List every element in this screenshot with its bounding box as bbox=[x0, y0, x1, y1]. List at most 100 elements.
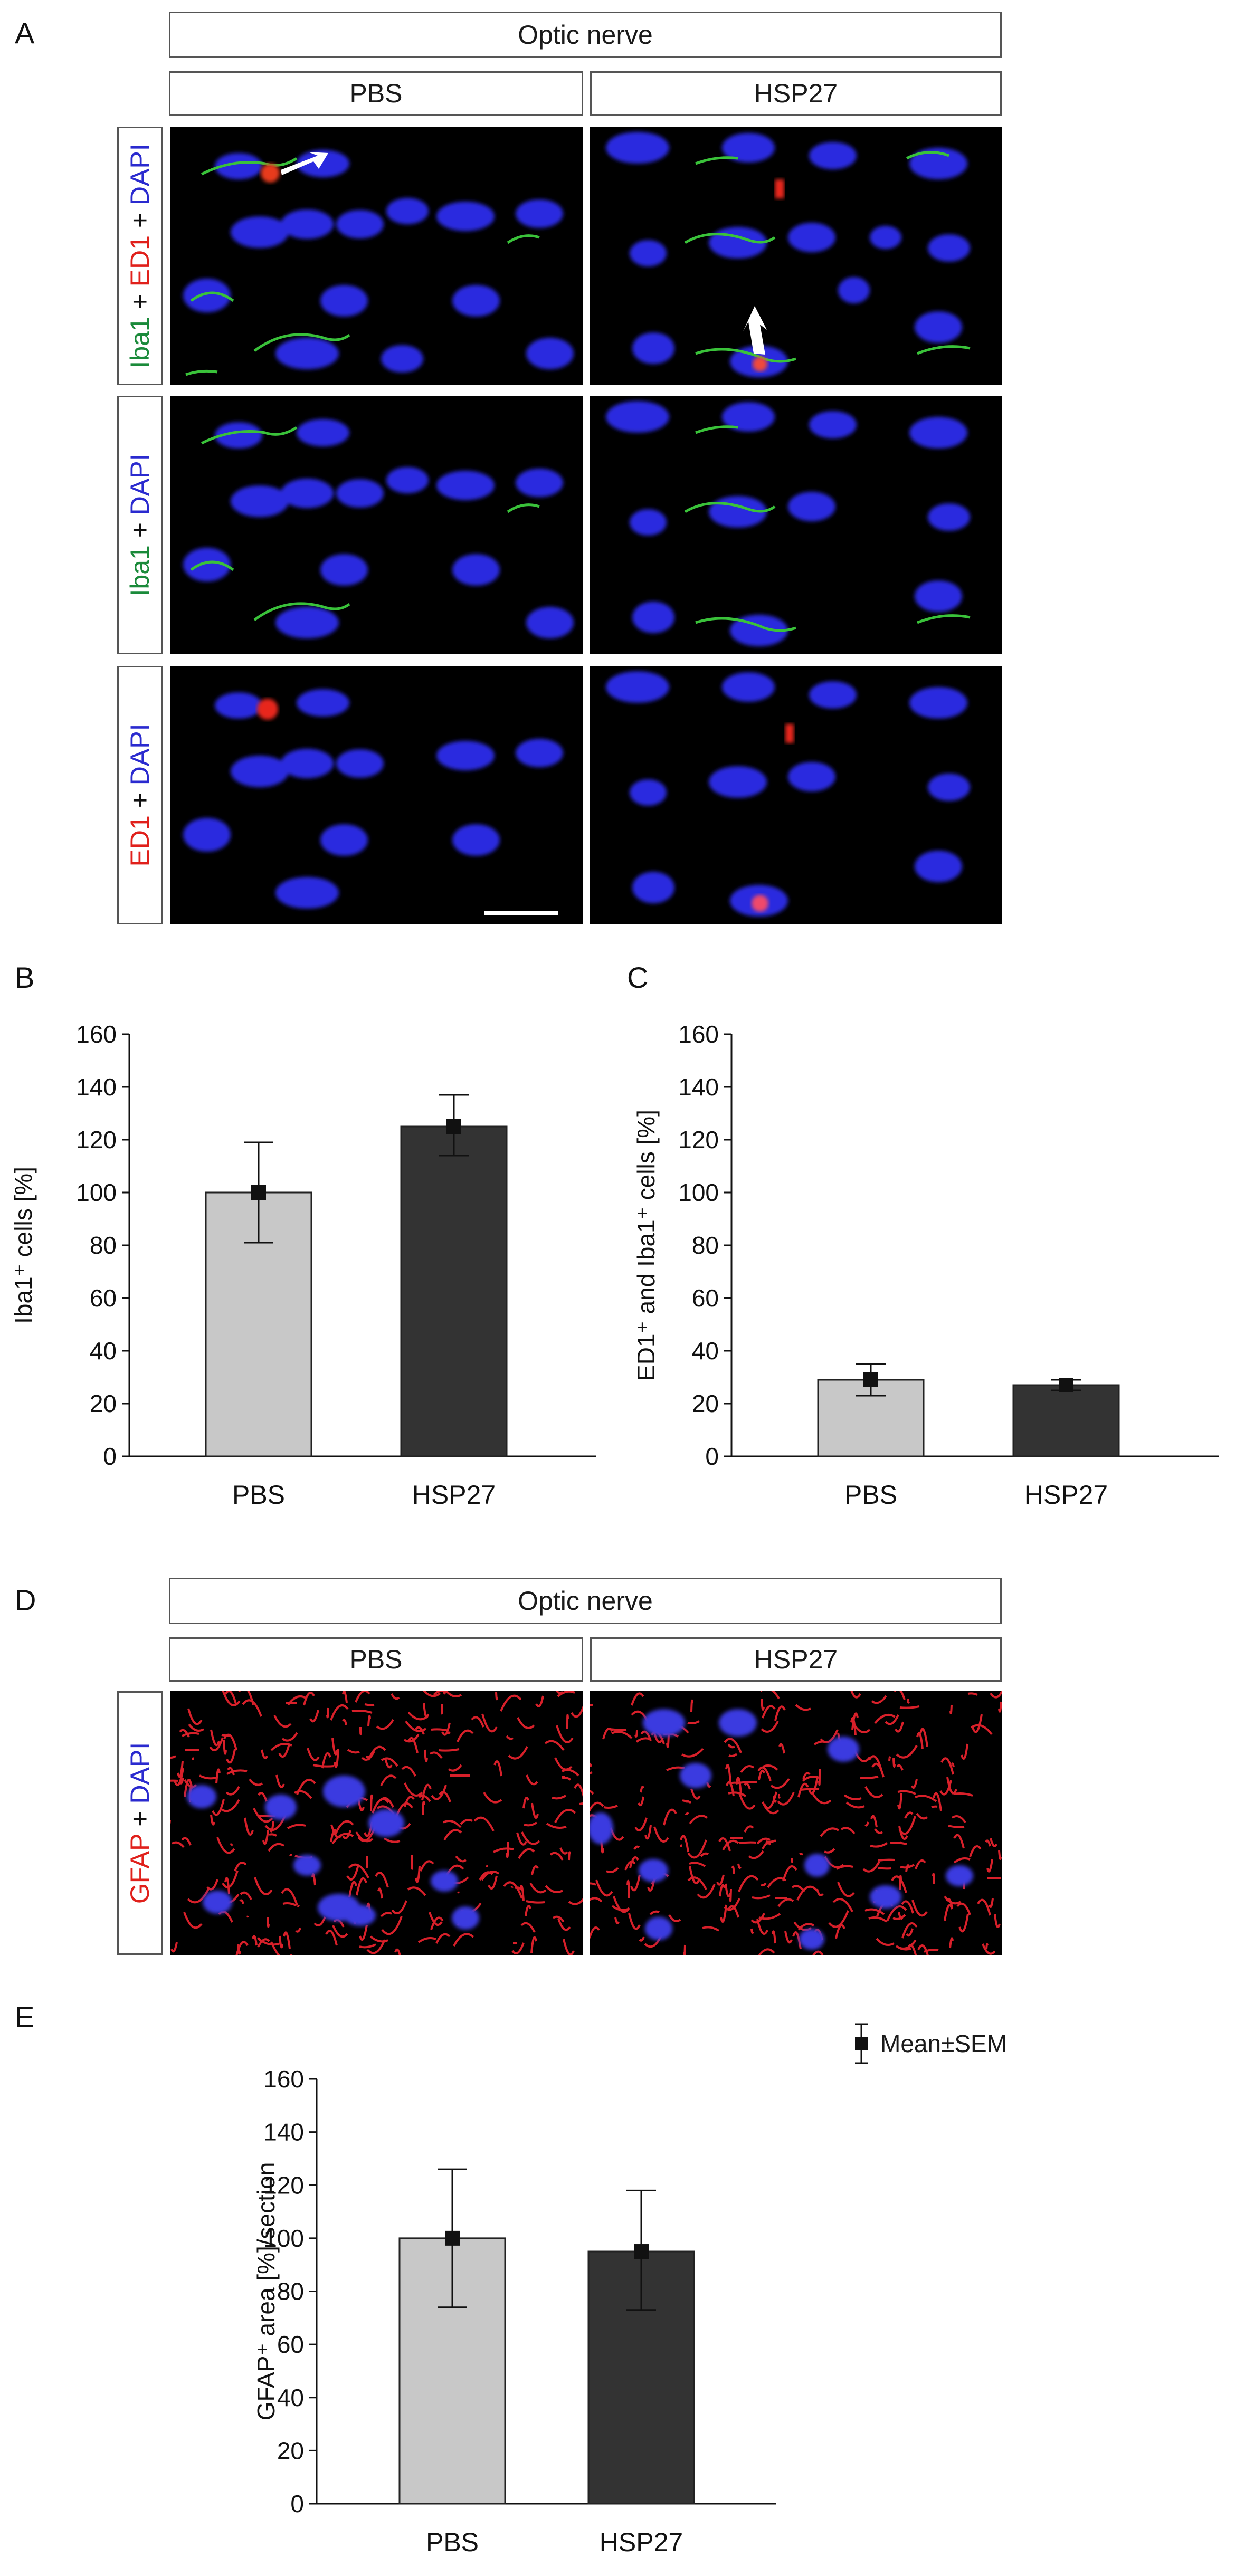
nucleus bbox=[187, 1785, 216, 1808]
y-tick-label: 60 bbox=[277, 2331, 304, 2358]
gfap-fiber bbox=[845, 1801, 865, 1809]
gfap-fiber bbox=[524, 1821, 538, 1827]
label-ed1: ED1 bbox=[125, 815, 155, 867]
gfap-fiber bbox=[750, 1913, 765, 1924]
panel-letter-e: E bbox=[15, 2000, 35, 2034]
row-label-iba1-dapi: Iba1 + DAPI bbox=[117, 396, 163, 654]
gfap-fiber bbox=[249, 1778, 263, 1786]
gfap-fiber bbox=[554, 1809, 576, 1823]
gfap-fiber bbox=[262, 1830, 269, 1845]
gfap-fiber bbox=[653, 1826, 669, 1843]
panel-d-column-hsp27: HSP27 bbox=[590, 1637, 1002, 1682]
micrograph-hsp27-merge-art bbox=[606, 132, 971, 377]
gfap-fiber bbox=[985, 1839, 991, 1847]
chart-c: 0 20 40 60 80 100 120 140 160 ED1⁺ and Iba1⁺ cell… bbox=[623, 981, 1245, 1562]
y-tick-label: 100 bbox=[678, 1179, 719, 1206]
gfap-fiber bbox=[424, 1749, 428, 1762]
gfap-fiber bbox=[281, 1732, 298, 1742]
nucleus bbox=[828, 1737, 859, 1762]
gfap-fiber bbox=[326, 1707, 329, 1719]
gfap-fiber bbox=[574, 1783, 583, 1799]
gfap-fiber bbox=[917, 1944, 929, 1955]
gfap-fiber bbox=[899, 1705, 920, 1709]
gfap-fiber bbox=[206, 1879, 218, 1891]
gfap-fiber bbox=[331, 1833, 354, 1845]
gfap-fiber bbox=[687, 1839, 707, 1859]
gfap-fiber bbox=[579, 1802, 583, 1805]
gfap-fiber bbox=[420, 1860, 434, 1872]
gfap-fiber bbox=[506, 1735, 514, 1740]
panel-letter-d: D bbox=[15, 1583, 36, 1617]
gfap-fiber bbox=[985, 1943, 989, 1950]
gfap-fiber bbox=[226, 1769, 248, 1775]
gfap-fiber bbox=[738, 1875, 759, 1892]
gfap-fiber bbox=[761, 1691, 780, 1700]
gfap-fiber bbox=[953, 1834, 965, 1849]
gfap-fiber bbox=[556, 1725, 574, 1743]
gfap-fiber bbox=[602, 1728, 613, 1740]
gfap-fiber bbox=[896, 1764, 904, 1771]
gfap-fiber bbox=[888, 1756, 891, 1761]
micrograph-hsp27-merge bbox=[590, 127, 1002, 385]
gfap-fiber bbox=[216, 1837, 235, 1854]
gfap-fiber bbox=[603, 1805, 618, 1809]
gfap-fiber bbox=[762, 1842, 772, 1849]
gfap-fiber bbox=[422, 1801, 425, 1815]
gfap-fiber bbox=[544, 1740, 565, 1751]
label-gfap: GFAP bbox=[125, 1834, 155, 1904]
gfap-fiber bbox=[900, 1864, 915, 1869]
gfap-fiber bbox=[334, 1749, 339, 1768]
gfap-fiber bbox=[379, 1797, 394, 1808]
gfap-fiber bbox=[907, 1699, 910, 1704]
gfap-fiber bbox=[791, 1885, 805, 1893]
gfap-fiber bbox=[891, 1875, 907, 1893]
micrograph-pbs-gfap-art bbox=[170, 1691, 583, 1955]
gfap-fiber bbox=[321, 1752, 331, 1769]
gfap-fiber bbox=[187, 1708, 203, 1725]
gfap-fiber bbox=[535, 1695, 544, 1707]
gfap-fiber bbox=[726, 1781, 735, 1797]
gfap-fiber bbox=[179, 1729, 190, 1738]
y-tick-label: 160 bbox=[263, 2065, 304, 2093]
gfap-fiber bbox=[238, 1691, 254, 1705]
gfap-fiber bbox=[171, 1841, 185, 1848]
gfap-fiber bbox=[770, 1778, 790, 1789]
bar-hsp27 bbox=[400, 1125, 508, 1457]
gfap-fiber bbox=[638, 1796, 644, 1806]
gfap-fiber bbox=[932, 1873, 935, 1884]
gfap-fiber bbox=[590, 1926, 600, 1939]
gfap-fiber bbox=[517, 1717, 535, 1729]
gfap-fiber bbox=[545, 1885, 563, 1893]
gfap-fiber bbox=[799, 1853, 804, 1856]
gfap-fiber bbox=[522, 1797, 529, 1809]
gfap-fiber bbox=[348, 1881, 357, 1898]
gfap-fiber bbox=[777, 1898, 794, 1907]
gfap-fiber bbox=[514, 1886, 524, 1892]
nuclei bbox=[590, 1709, 973, 1950]
y-tick-label: 80 bbox=[692, 1232, 719, 1259]
nucleus bbox=[870, 1885, 901, 1909]
micrograph-hsp27-iba1 bbox=[590, 396, 1002, 654]
gfap-fiber bbox=[940, 1757, 954, 1775]
gfap-fiber bbox=[394, 1948, 401, 1955]
gfap-fiber bbox=[687, 1876, 707, 1890]
gfap-fiber bbox=[740, 1765, 755, 1773]
row-label-ed1-dapi: ED1 + DAPI bbox=[117, 666, 163, 924]
gfap-fiber bbox=[898, 1816, 916, 1835]
row-label-iba1-ed1-dapi: Iba1 + ED1 + DAPI bbox=[117, 127, 163, 385]
scale-bar bbox=[484, 911, 558, 915]
gfap-fiber bbox=[896, 1939, 917, 1950]
gfap-fiber bbox=[380, 1774, 397, 1786]
gfap-fiber bbox=[744, 1825, 754, 1833]
gfap-fiber bbox=[802, 1772, 811, 1779]
label-plus: + bbox=[125, 205, 155, 236]
micrograph-pbs-ed1-art bbox=[183, 689, 563, 915]
gfap-fiber bbox=[370, 1794, 373, 1811]
nucleus bbox=[946, 1865, 973, 1886]
chart-b-svg: 0 20 40 60 80 100 120 140 160 Iba1⁺ cells [%] PBS H… bbox=[9, 1020, 596, 1510]
gfap-fiber bbox=[222, 1691, 241, 1706]
gfap-fiber bbox=[356, 1877, 367, 1896]
gfap-fiber bbox=[380, 1912, 392, 1917]
mean-marker bbox=[863, 1372, 878, 1387]
gfap-fiber bbox=[355, 1691, 370, 1703]
